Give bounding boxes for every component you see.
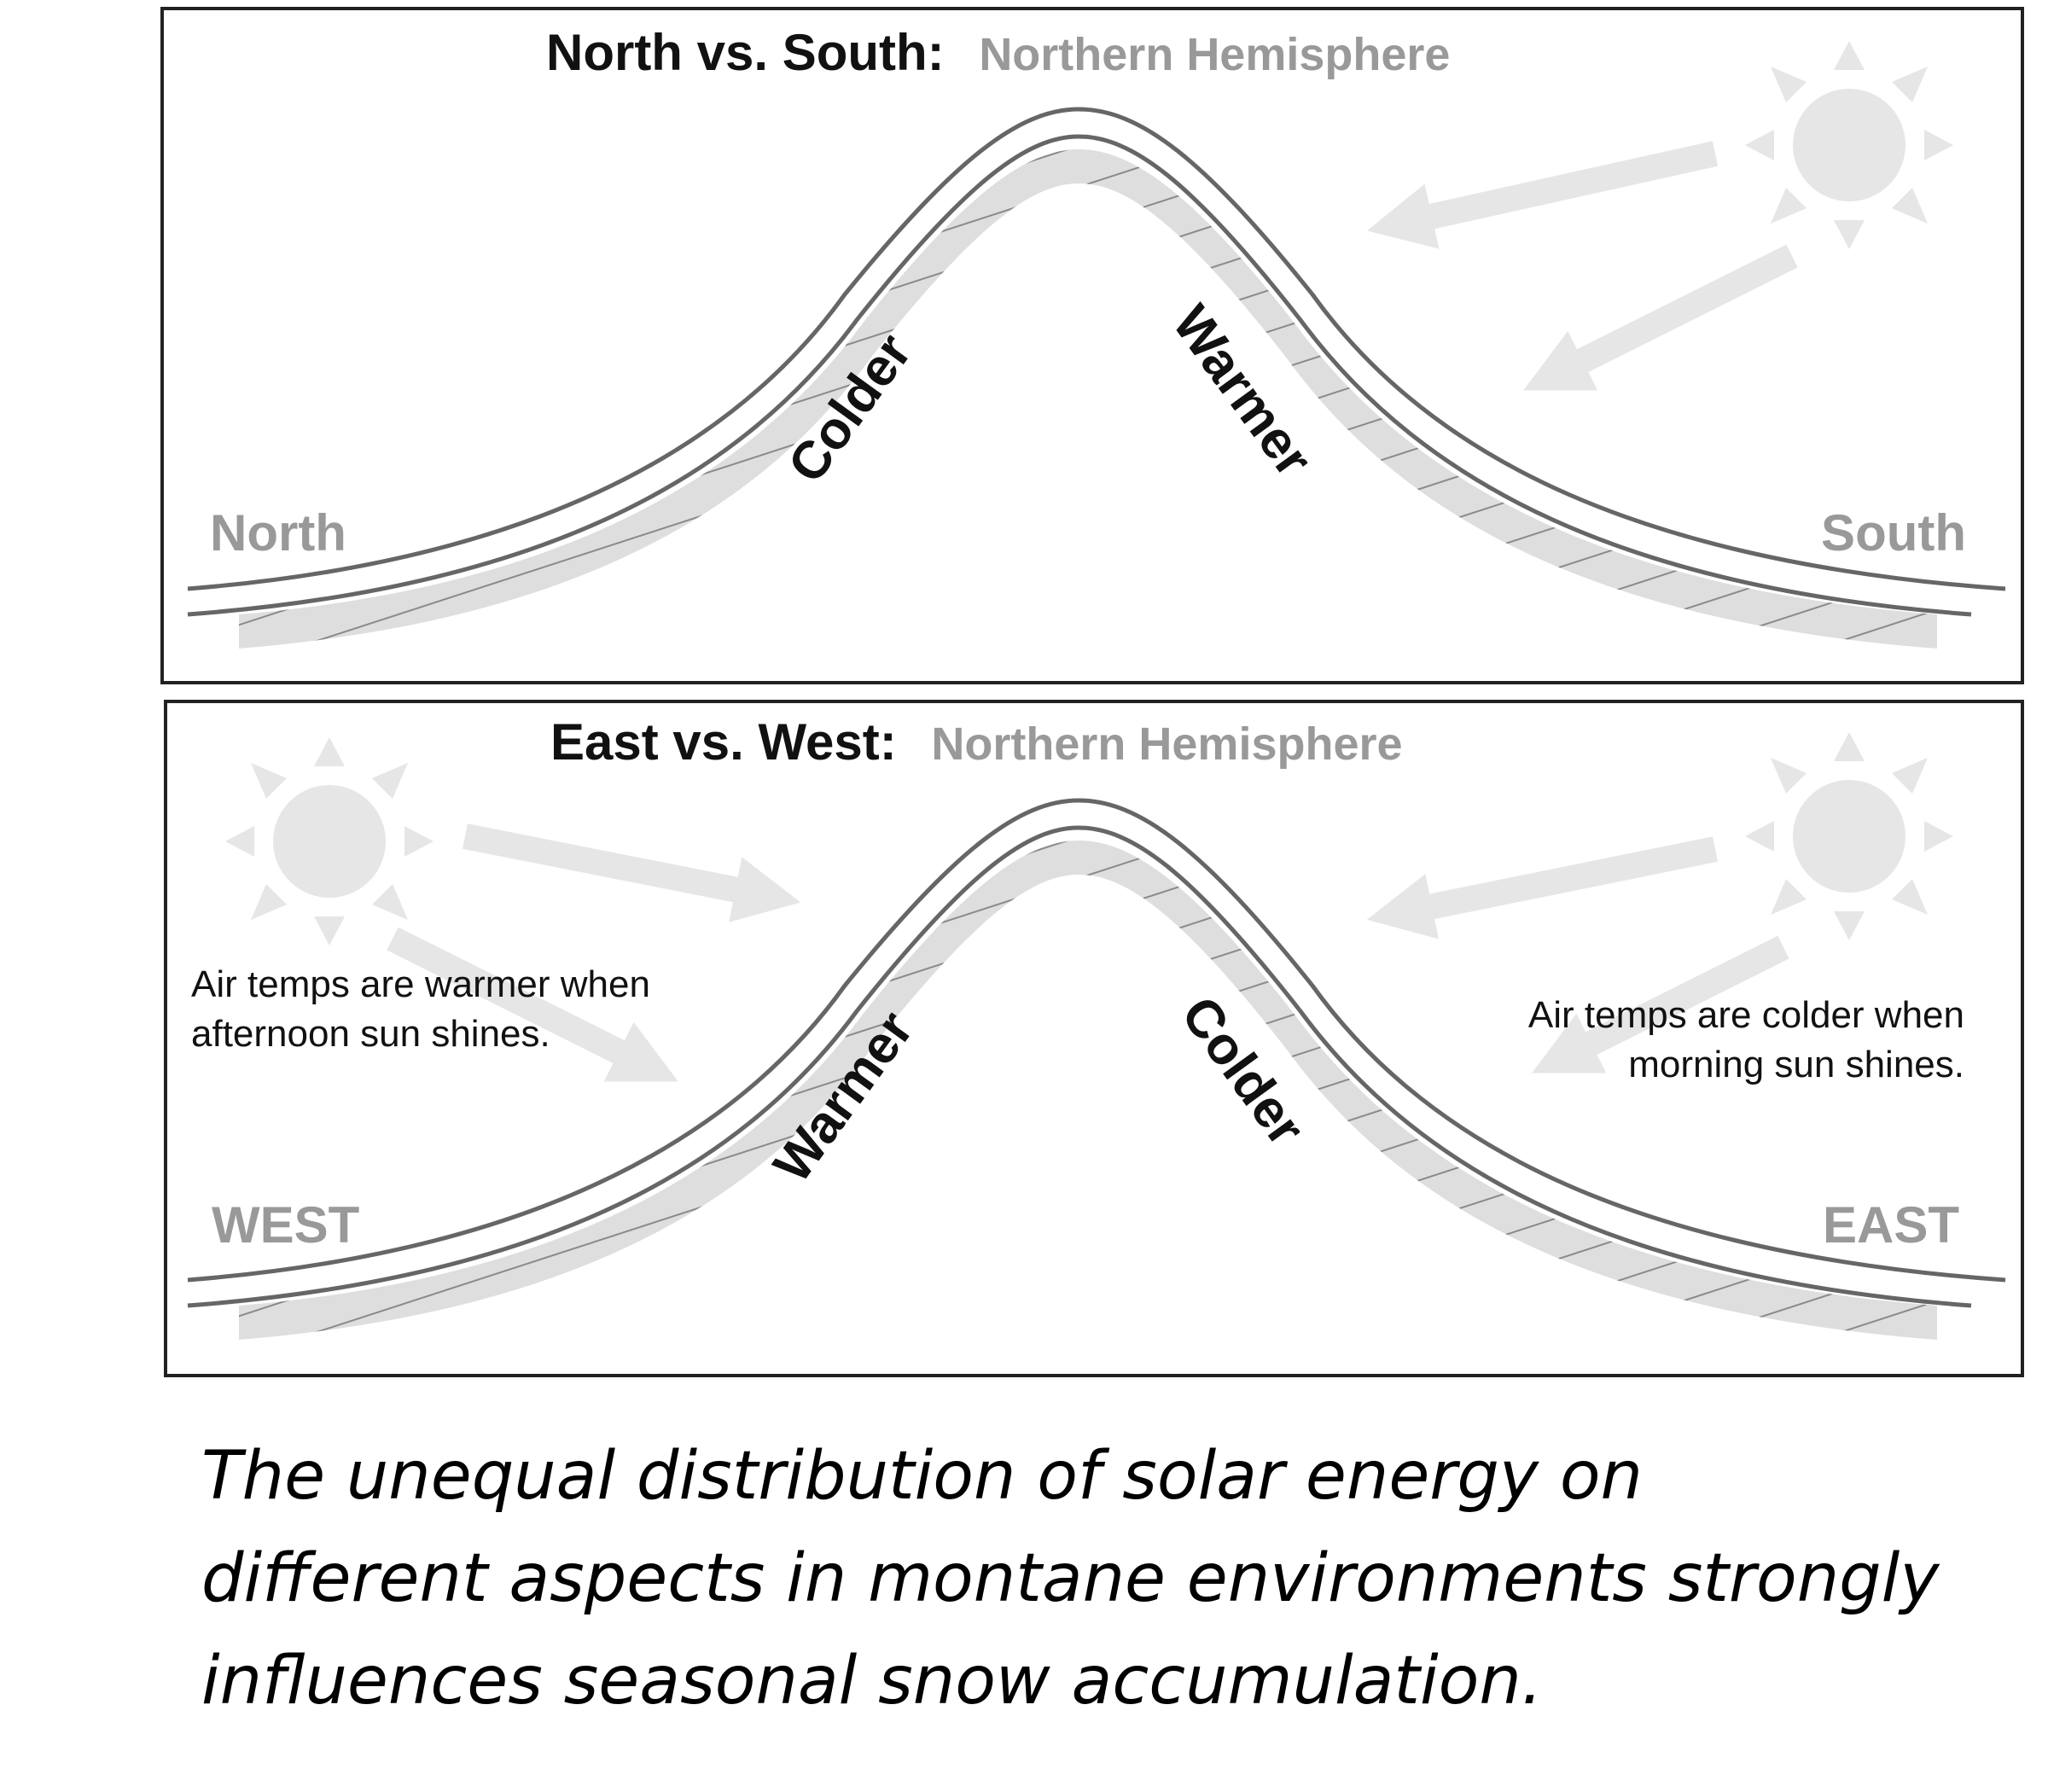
panel-frame bbox=[164, 700, 2024, 1377]
sunlight-arrow bbox=[1366, 141, 1719, 249]
sunlight-arrow bbox=[1523, 244, 1798, 391]
direction-label-east: EAST bbox=[1823, 1196, 1959, 1254]
panel-title: North vs. South: Northern Hemisphere bbox=[546, 24, 1450, 81]
direction-label-west: WEST bbox=[212, 1196, 359, 1254]
sun-icon bbox=[225, 737, 433, 945]
note-left-line-2: afternoon sun shines. bbox=[191, 1013, 550, 1055]
note-right-line-2: morning sun shines. bbox=[1628, 1044, 1964, 1085]
panel-title: East vs. West: Northern Hemisphere bbox=[550, 713, 1403, 771]
sun-icon bbox=[1745, 41, 1953, 249]
direction-label-north: North bbox=[210, 504, 346, 561]
caption-line: The unequal distribution of solar energy… bbox=[201, 1438, 1643, 1515]
panel-north-south: North vs. South: Northern Hemisphere Nor… bbox=[160, 7, 2024, 684]
figure-caption: The unequal distribution of solar energy… bbox=[201, 1425, 2028, 1732]
sunlight-arrow bbox=[387, 927, 678, 1082]
panel-east-west: East vs. West: Northern Hemisphere Air t… bbox=[164, 700, 2024, 1377]
note-right-line-1: Air temps are colder when bbox=[1528, 994, 1964, 1036]
sunlight-arrow bbox=[1366, 836, 1718, 940]
note-left-line-1: Air temps are warmer when bbox=[191, 963, 650, 1005]
sunlight-arrow bbox=[463, 823, 801, 922]
direction-label-south: South bbox=[1821, 504, 1966, 561]
caption-line: different aspects in montane environment… bbox=[201, 1540, 1940, 1617]
sunlight-arrow bbox=[1532, 935, 1789, 1073]
caption-line: influences seasonal snow accumulation. bbox=[201, 1643, 1543, 1719]
panel-frame bbox=[160, 7, 2024, 684]
mountain-profile bbox=[187, 798, 2006, 1340]
sun-icon bbox=[1745, 732, 1953, 940]
mountain-profile bbox=[187, 107, 2006, 649]
